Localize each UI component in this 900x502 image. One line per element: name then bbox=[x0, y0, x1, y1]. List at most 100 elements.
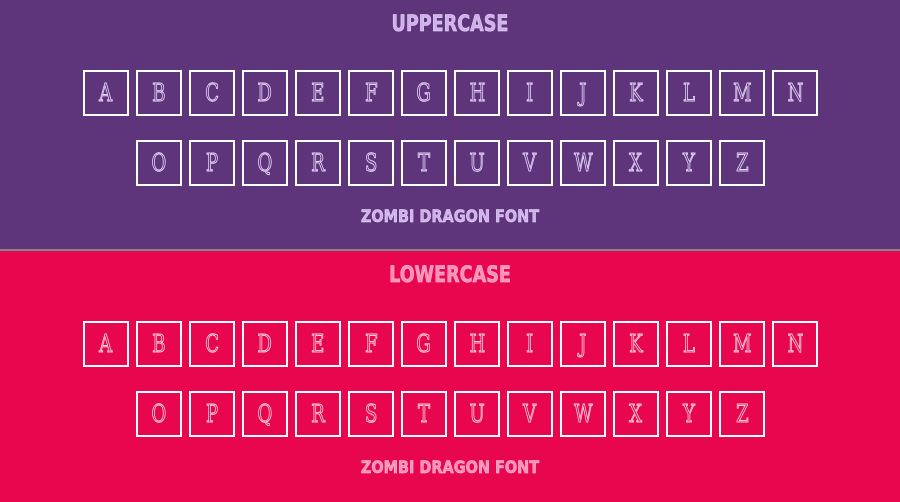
glyph-box: E bbox=[295, 70, 341, 116]
glyph-box: C bbox=[189, 321, 235, 367]
glyph: G bbox=[416, 79, 432, 108]
section-title: UPPERCASE bbox=[391, 12, 509, 38]
glyph-row: O P Q R S T U V W X Y Z bbox=[136, 140, 765, 186]
glyph: H bbox=[469, 330, 485, 359]
glyph-box: L bbox=[666, 321, 712, 367]
glyph: D bbox=[257, 330, 273, 359]
glyph: I bbox=[526, 79, 534, 108]
glyph-box: N bbox=[772, 321, 818, 367]
glyph: U bbox=[469, 149, 485, 178]
glyph: V bbox=[523, 400, 537, 429]
glyph-box: X bbox=[613, 391, 659, 437]
glyph-row: A B C D E F G H I J K L M N bbox=[83, 70, 818, 116]
glyph-box: T bbox=[401, 140, 447, 186]
glyph: A bbox=[99, 79, 113, 108]
glyph-box: M bbox=[719, 321, 765, 367]
glyph: M bbox=[732, 79, 752, 108]
glyph: Y bbox=[683, 149, 696, 178]
glyph-box: L bbox=[666, 70, 712, 116]
glyph-box: W bbox=[560, 391, 606, 437]
glyph: O bbox=[151, 149, 167, 178]
glyph-box: O bbox=[136, 140, 182, 186]
glyph-box: I bbox=[507, 70, 553, 116]
glyph: W bbox=[573, 400, 593, 429]
glyph: C bbox=[205, 79, 220, 108]
glyph: M bbox=[732, 330, 752, 359]
glyph: N bbox=[787, 330, 804, 359]
glyph-box: Z bbox=[719, 140, 765, 186]
glyph: D bbox=[257, 79, 273, 108]
glyph-box: H bbox=[454, 70, 500, 116]
glyph: O bbox=[151, 400, 167, 429]
glyph: U bbox=[469, 400, 485, 429]
glyph-box: J bbox=[560, 321, 606, 367]
section-title: LOWERCASE bbox=[389, 263, 511, 289]
glyph: F bbox=[364, 330, 378, 359]
glyph: E bbox=[311, 330, 325, 359]
glyph: Q bbox=[257, 400, 273, 429]
glyph: A bbox=[99, 330, 113, 359]
glyph: Z bbox=[735, 400, 749, 429]
glyph-box: X bbox=[613, 140, 659, 186]
glyph-box: J bbox=[560, 70, 606, 116]
glyph: T bbox=[417, 149, 431, 178]
glyph-row: A B C D E F G H I J K L M N bbox=[83, 321, 818, 367]
glyph-box: D bbox=[242, 321, 288, 367]
glyph-box: S bbox=[348, 391, 394, 437]
glyph-box: P bbox=[189, 391, 235, 437]
glyph: P bbox=[205, 149, 219, 178]
glyph-box: Q bbox=[242, 140, 288, 186]
glyph-box: M bbox=[719, 70, 765, 116]
glyph-box: C bbox=[189, 70, 235, 116]
lowercase-section: LOWERCASE A B C D E F G H I J K L M N O P Q R S T U V W X Y Z ZO… bbox=[0, 251, 900, 502]
glyph: K bbox=[629, 79, 643, 108]
glyph: G bbox=[416, 330, 432, 359]
glyph: L bbox=[683, 79, 696, 108]
glyph-box: T bbox=[401, 391, 447, 437]
glyph: R bbox=[311, 400, 325, 429]
glyph: Y bbox=[683, 400, 696, 429]
glyph: K bbox=[629, 330, 643, 359]
glyph: N bbox=[787, 79, 804, 108]
glyph: F bbox=[364, 79, 378, 108]
glyph: W bbox=[573, 149, 593, 178]
glyph: R bbox=[311, 149, 325, 178]
glyph-row: O P Q R S T U V W X Y Z bbox=[136, 391, 765, 437]
glyph: J bbox=[579, 79, 587, 108]
glyph-box: S bbox=[348, 140, 394, 186]
glyph-box: U bbox=[454, 140, 500, 186]
glyph-box: P bbox=[189, 140, 235, 186]
glyph: C bbox=[205, 330, 220, 359]
glyph-box: H bbox=[454, 321, 500, 367]
glyph-box: Y bbox=[666, 391, 712, 437]
glyph-box: Y bbox=[666, 140, 712, 186]
glyph: Q bbox=[257, 149, 273, 178]
font-name: ZOMBI DRAGON FONT bbox=[360, 458, 540, 479]
glyph-box: Q bbox=[242, 391, 288, 437]
glyph-box: G bbox=[401, 70, 447, 116]
glyph-box: O bbox=[136, 391, 182, 437]
glyph-box: F bbox=[348, 70, 394, 116]
glyph-box: B bbox=[136, 321, 182, 367]
glyph-box: K bbox=[613, 70, 659, 116]
glyph-box: F bbox=[348, 321, 394, 367]
glyph: E bbox=[311, 79, 325, 108]
font-name: ZOMBI DRAGON FONT bbox=[360, 207, 540, 228]
glyph-box: E bbox=[295, 321, 341, 367]
uppercase-section: UPPERCASE A B C D E F G H I J K L M N O P Q R S T U V W X Y Z ZO… bbox=[0, 0, 900, 251]
glyph-box: A bbox=[83, 321, 129, 367]
glyph: Z bbox=[735, 149, 749, 178]
glyph-box: V bbox=[507, 140, 553, 186]
glyph-box: R bbox=[295, 140, 341, 186]
glyph: X bbox=[629, 400, 643, 429]
glyph: B bbox=[152, 330, 166, 359]
glyph: P bbox=[205, 400, 219, 429]
glyph-box: K bbox=[613, 321, 659, 367]
glyph: V bbox=[523, 149, 537, 178]
glyph: S bbox=[364, 149, 378, 178]
glyph-box: B bbox=[136, 70, 182, 116]
glyph: B bbox=[152, 79, 166, 108]
glyph-box: R bbox=[295, 391, 341, 437]
glyph-box: I bbox=[507, 321, 553, 367]
glyph-box: D bbox=[242, 70, 288, 116]
